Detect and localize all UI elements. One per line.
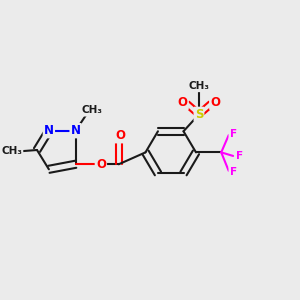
- Text: N: N: [44, 124, 54, 137]
- Text: F: F: [236, 151, 243, 161]
- Text: CH₃: CH₃: [82, 106, 103, 116]
- Text: O: O: [115, 129, 125, 142]
- Text: S: S: [195, 108, 203, 121]
- Text: CH₃: CH₃: [188, 81, 209, 91]
- Text: O: O: [96, 158, 106, 171]
- Text: O: O: [210, 96, 220, 109]
- Text: CH₃: CH₃: [1, 146, 22, 157]
- Text: F: F: [230, 129, 237, 139]
- Text: F: F: [230, 167, 237, 177]
- Text: O: O: [178, 96, 188, 109]
- Text: N: N: [70, 124, 81, 137]
